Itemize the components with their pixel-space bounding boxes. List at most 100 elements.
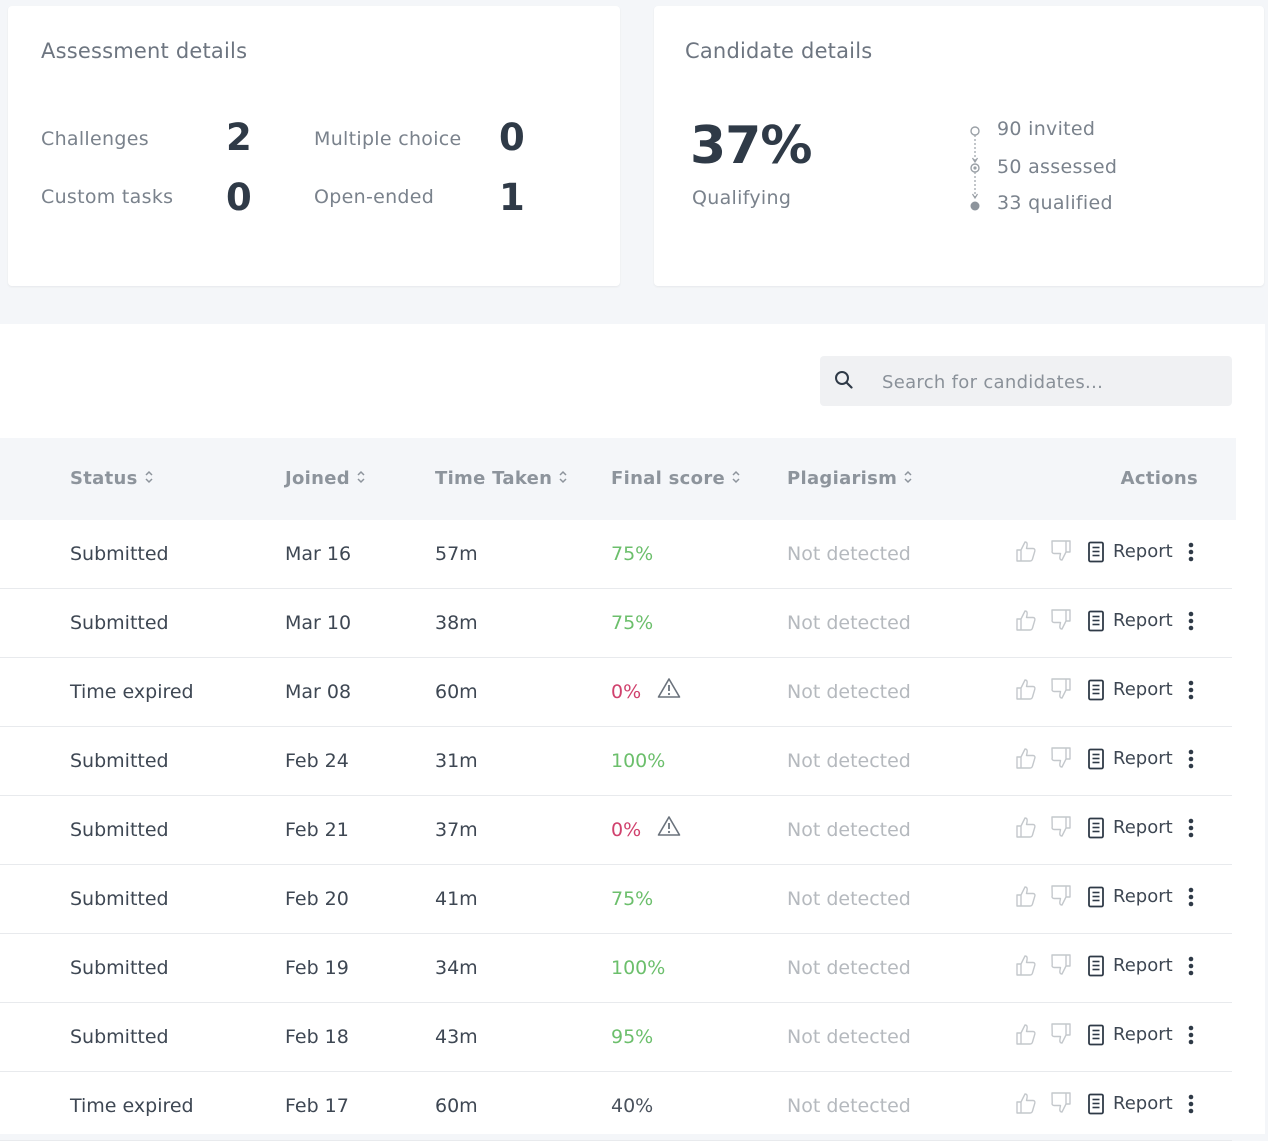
warning-icon bbox=[657, 678, 681, 698]
thumbs-down-icon[interactable] bbox=[1050, 953, 1072, 977]
table-row[interactable]: Submitted Feb 20 41m 75% Not detected Re… bbox=[0, 865, 1232, 934]
sort-icon bbox=[904, 470, 912, 484]
thumbs-up-icon[interactable] bbox=[1015, 953, 1037, 977]
kebab-menu-icon[interactable] bbox=[1185, 748, 1197, 770]
plagiarism-cell: Not detected bbox=[787, 1026, 911, 1048]
column-header-time-taken[interactable]: Time Taken bbox=[435, 468, 568, 489]
candidate-funnel: 90 invited 50 assessed 33 qualified bbox=[966, 118, 1166, 228]
table-row[interactable]: Time expired Feb 17 60m 40% Not detected… bbox=[0, 1072, 1232, 1141]
funnel-assessed: 50 assessed bbox=[997, 156, 1118, 178]
thumbs-down-icon[interactable] bbox=[1050, 884, 1072, 908]
qualifying-percentage: 37% bbox=[690, 116, 812, 176]
table-row[interactable]: Submitted Mar 10 38m 75% Not detected Re… bbox=[0, 589, 1232, 658]
thumbs-down-icon[interactable] bbox=[1050, 539, 1072, 563]
plagiarism-cell: Not detected bbox=[787, 1095, 911, 1117]
column-header-final-score[interactable]: Final score bbox=[611, 468, 741, 489]
thumbs-up-icon[interactable] bbox=[1015, 1022, 1037, 1046]
final-score-cell: 0% bbox=[611, 819, 642, 841]
report-icon bbox=[1088, 955, 1104, 977]
joined-cell: Feb 21 bbox=[285, 819, 349, 841]
joined-cell: Feb 19 bbox=[285, 957, 349, 979]
multiple-choice-value: 0 bbox=[499, 116, 525, 159]
thumbs-up-icon[interactable] bbox=[1015, 1091, 1037, 1115]
table-row[interactable]: Submitted Mar 16 57m 75% Not detected Re… bbox=[0, 520, 1232, 589]
table-row[interactable]: Time expired Mar 08 60m 0% Not detected bbox=[0, 658, 1232, 727]
time-taken-cell: 41m bbox=[435, 888, 478, 910]
joined-cell: Mar 10 bbox=[285, 612, 352, 634]
thumbs-up-icon[interactable] bbox=[1015, 815, 1037, 839]
thumbs-up-icon[interactable] bbox=[1015, 539, 1037, 563]
status-cell: Submitted bbox=[70, 750, 169, 772]
funnel-dots-icon bbox=[970, 126, 980, 211]
plagiarism-cell: Not detected bbox=[787, 957, 911, 979]
kebab-menu-icon[interactable] bbox=[1185, 1024, 1197, 1046]
plagiarism-cell: Not detected bbox=[787, 681, 911, 703]
joined-cell: Feb 18 bbox=[285, 1026, 349, 1048]
table-row[interactable]: Submitted Feb 21 37m 0% Not detected bbox=[0, 796, 1232, 865]
search-box bbox=[820, 356, 1232, 408]
thumbs-up-icon[interactable] bbox=[1015, 884, 1037, 908]
thumbs-down-icon[interactable] bbox=[1050, 677, 1072, 701]
thumbs-down-icon[interactable] bbox=[1050, 815, 1072, 839]
thumbs-up-icon[interactable] bbox=[1015, 608, 1037, 632]
status-cell: Submitted bbox=[70, 1026, 169, 1048]
joined-cell: Feb 17 bbox=[285, 1095, 349, 1117]
candidate-details-card: Candidate details 37% Qualifying 90 invi… bbox=[654, 6, 1264, 286]
warning-icon bbox=[657, 816, 681, 836]
report-icon bbox=[1088, 1093, 1104, 1115]
assessment-details-card: Assessment details Challenges 2 Multiple… bbox=[8, 6, 620, 286]
kebab-menu-icon[interactable] bbox=[1185, 541, 1197, 563]
table-row[interactable]: Submitted Feb 19 34m 100% Not detected R… bbox=[0, 934, 1232, 1003]
final-score-cell: 95% bbox=[611, 1026, 654, 1048]
kebab-menu-icon[interactable] bbox=[1185, 886, 1197, 908]
row-actions: Report bbox=[1015, 1091, 1205, 1119]
sort-icon bbox=[145, 470, 153, 484]
thumbs-down-icon[interactable] bbox=[1050, 608, 1072, 632]
kebab-menu-icon[interactable] bbox=[1185, 679, 1197, 701]
thumbs-up-icon[interactable] bbox=[1015, 746, 1037, 770]
sort-icon bbox=[357, 470, 365, 484]
time-taken-cell: 60m bbox=[435, 1095, 478, 1117]
table-row[interactable]: Submitted Feb 18 43m 95% Not detected Re… bbox=[0, 1003, 1232, 1072]
kebab-menu-icon[interactable] bbox=[1185, 1093, 1197, 1115]
kebab-menu-icon[interactable] bbox=[1185, 817, 1197, 839]
search-input[interactable] bbox=[880, 356, 1224, 408]
final-score-cell: 0% bbox=[611, 681, 642, 703]
final-score-cell: 100% bbox=[611, 957, 666, 979]
kebab-menu-icon[interactable] bbox=[1185, 955, 1197, 977]
report-label: Report bbox=[1113, 679, 1173, 700]
column-header-status[interactable]: Status bbox=[70, 468, 154, 489]
status-cell: Time expired bbox=[70, 681, 194, 703]
qualifying-label: Qualifying bbox=[692, 187, 792, 209]
open-ended-value: 1 bbox=[499, 176, 525, 219]
status-cell: Submitted bbox=[70, 612, 169, 634]
status-cell: Time expired bbox=[70, 1095, 194, 1117]
row-actions: Report bbox=[1015, 815, 1205, 843]
joined-cell: Feb 24 bbox=[285, 750, 349, 772]
thumbs-down-icon[interactable] bbox=[1050, 1022, 1072, 1046]
thumbs-down-icon[interactable] bbox=[1050, 746, 1072, 770]
column-header-joined[interactable]: Joined bbox=[285, 468, 366, 489]
status-cell: Submitted bbox=[70, 819, 169, 841]
report-icon bbox=[1088, 541, 1104, 563]
report-icon bbox=[1088, 817, 1104, 839]
report-label: Report bbox=[1113, 817, 1173, 838]
report-icon bbox=[1088, 610, 1104, 632]
column-header-actions: Actions bbox=[1120, 468, 1198, 489]
status-cell: Submitted bbox=[70, 888, 169, 910]
row-actions: Report bbox=[1015, 677, 1205, 705]
joined-cell: Mar 08 bbox=[285, 681, 352, 703]
search-icon bbox=[835, 371, 853, 389]
funnel-qualified: 33 qualified bbox=[997, 192, 1113, 214]
thumbs-down-icon[interactable] bbox=[1050, 1091, 1072, 1115]
table-row[interactable]: Submitted Feb 24 31m 100% Not detected R… bbox=[0, 727, 1232, 796]
time-taken-cell: 34m bbox=[435, 957, 478, 979]
final-score-cell: 75% bbox=[611, 888, 654, 910]
row-actions: Report bbox=[1015, 884, 1205, 912]
thumbs-up-icon[interactable] bbox=[1015, 677, 1037, 701]
kebab-menu-icon[interactable] bbox=[1185, 610, 1197, 632]
challenges-label: Challenges bbox=[41, 128, 149, 150]
row-actions: Report bbox=[1015, 608, 1205, 636]
column-header-plagiarism[interactable]: Plagiarism bbox=[787, 468, 913, 489]
row-actions: Report bbox=[1015, 746, 1205, 774]
